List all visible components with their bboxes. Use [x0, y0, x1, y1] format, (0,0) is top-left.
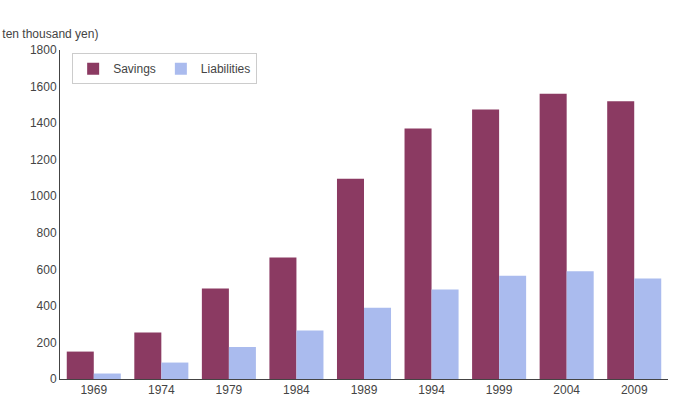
svg-text:1969: 1969: [80, 383, 107, 397]
svg-text:1999: 1999: [486, 383, 513, 397]
svg-text:600: 600: [37, 263, 57, 277]
svg-text:1994: 1994: [418, 383, 445, 397]
svg-text:Savings: Savings: [113, 62, 156, 76]
svg-text:1000: 1000: [30, 189, 57, 203]
svg-text:1600: 1600: [30, 80, 57, 94]
svg-text:800: 800: [37, 226, 57, 240]
svg-text:2009: 2009: [621, 383, 648, 397]
svg-text:1400: 1400: [30, 116, 57, 130]
svg-text:1979: 1979: [216, 383, 243, 397]
svg-text:1974: 1974: [148, 383, 175, 397]
svg-text:1800: 1800: [30, 43, 57, 57]
svg-text:400: 400: [37, 299, 57, 313]
svg-text:Liabilities: Liabilities: [201, 62, 250, 76]
svg-text:200: 200: [37, 336, 57, 350]
svg-text:(In ten thousand yen): (In ten thousand yen): [0, 27, 98, 41]
svg-text:2004: 2004: [553, 383, 580, 397]
svg-text:1984: 1984: [283, 383, 310, 397]
svg-text:1989: 1989: [351, 383, 378, 397]
svg-text:0: 0: [50, 372, 57, 386]
svg-text:1200: 1200: [30, 153, 57, 167]
